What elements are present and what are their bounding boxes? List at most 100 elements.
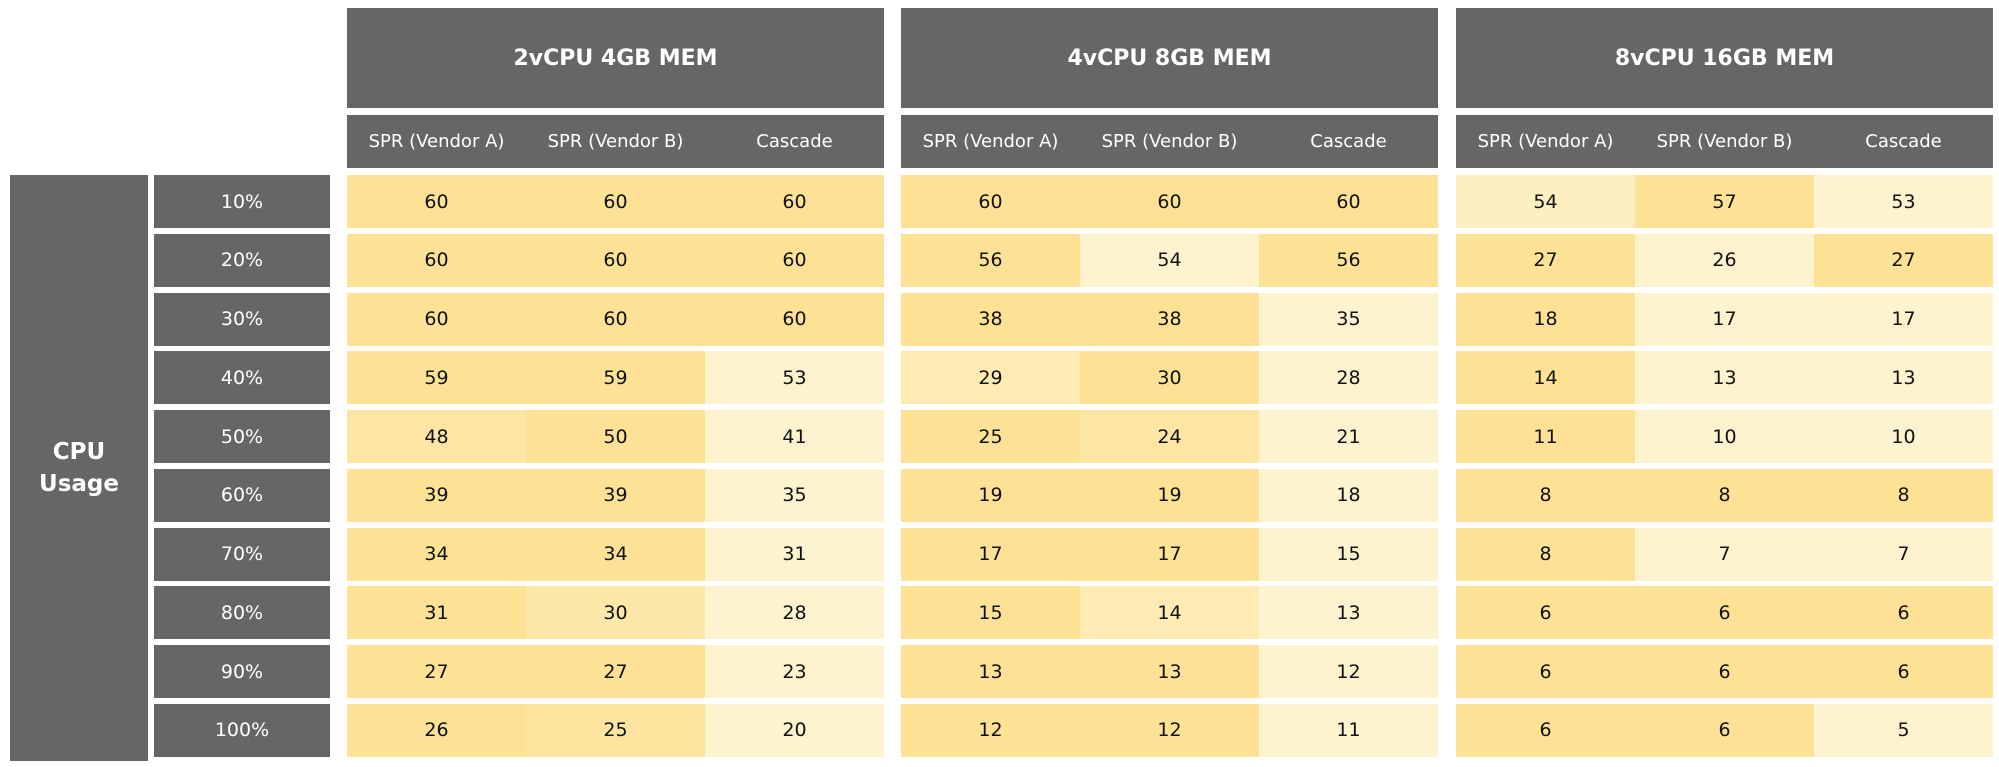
cell: 60	[1259, 175, 1438, 228]
cell: 60	[526, 233, 705, 287]
cell: 31	[347, 586, 526, 640]
cell: 56	[1259, 233, 1438, 287]
cell: 53	[1814, 175, 1993, 228]
cell: 60	[526, 175, 705, 228]
cell: 27	[1814, 233, 1993, 287]
column-header: Cascade	[756, 131, 833, 152]
cell: 28	[1259, 351, 1438, 405]
cell: 54	[1456, 175, 1635, 228]
cell: 13	[1635, 351, 1814, 405]
cell: 17	[1635, 292, 1814, 346]
group-title: 2vCPU 4GB MEM	[347, 8, 884, 108]
cell: 38	[901, 292, 1080, 346]
cell: 53	[705, 351, 884, 405]
cell: 7	[1814, 527, 1993, 581]
column-header: SPR (Vendor B)	[1101, 131, 1238, 152]
cell: 21	[1259, 410, 1438, 463]
cell: 12	[1080, 703, 1259, 757]
cell: 41	[705, 410, 884, 463]
cell: 20	[705, 703, 884, 757]
cell: 19	[1080, 468, 1259, 522]
row-label: 10%	[154, 175, 330, 228]
cell: 6	[1814, 586, 1993, 640]
cell: 35	[705, 468, 884, 522]
row-label: 30%	[154, 292, 330, 346]
cell: 60	[347, 233, 526, 287]
column-header: Cascade	[1310, 131, 1387, 152]
cell: 39	[347, 468, 526, 522]
cell: 14	[1080, 586, 1259, 640]
cell: 31	[705, 527, 884, 581]
column-header: SPR (Vendor A)	[922, 131, 1059, 152]
subheader-bar	[1456, 115, 1993, 168]
cell: 60	[705, 292, 884, 346]
cell: 13	[901, 645, 1080, 698]
cell: 60	[1080, 175, 1259, 228]
cell: 56	[901, 233, 1080, 287]
cell: 17	[901, 527, 1080, 581]
cell: 26	[347, 703, 526, 757]
cell: 60	[526, 292, 705, 346]
cell: 27	[1456, 233, 1635, 287]
row-label: 60%	[154, 468, 330, 522]
cell: 25	[901, 410, 1080, 463]
row-label: 80%	[154, 586, 330, 640]
cell: 12	[901, 703, 1080, 757]
cell: 8	[1456, 527, 1635, 581]
cell: 38	[1080, 292, 1259, 346]
cell: 27	[526, 645, 705, 698]
cell: 60	[705, 233, 884, 287]
cell: 13	[1080, 645, 1259, 698]
cell: 12	[1259, 645, 1438, 698]
cell: 17	[1814, 292, 1993, 346]
cell: 6	[1456, 645, 1635, 698]
cell: 60	[347, 292, 526, 346]
cell: 11	[1259, 703, 1438, 757]
cell: 26	[1635, 233, 1814, 287]
cell: 15	[901, 586, 1080, 640]
cell: 5	[1814, 703, 1993, 757]
cell: 59	[526, 351, 705, 405]
cell: 18	[1259, 468, 1438, 522]
cell: 7	[1635, 527, 1814, 581]
cell: 8	[1635, 468, 1814, 522]
cell: 6	[1635, 703, 1814, 757]
column-header: SPR (Vendor B)	[547, 131, 684, 152]
subheader-bar	[901, 115, 1438, 168]
cell: 48	[347, 410, 526, 463]
cell: 27	[347, 645, 526, 698]
cell: 30	[1080, 351, 1259, 405]
cell: 15	[1259, 527, 1438, 581]
cell: 18	[1456, 292, 1635, 346]
cell: 6	[1635, 586, 1814, 640]
cell: 14	[1456, 351, 1635, 405]
cell: 6	[1814, 645, 1993, 698]
column-header: Cascade	[1865, 131, 1942, 152]
cell: 24	[1080, 410, 1259, 463]
cell: 19	[901, 468, 1080, 522]
cell: 28	[705, 586, 884, 640]
row-header: CPU Usage	[10, 175, 148, 761]
cell: 60	[901, 175, 1080, 228]
cell: 11	[1456, 410, 1635, 463]
subheader-bar	[347, 115, 884, 168]
cell: 60	[705, 175, 884, 228]
cell: 54	[1080, 233, 1259, 287]
cell: 8	[1814, 468, 1993, 522]
cell: 34	[347, 527, 526, 581]
cell: 23	[705, 645, 884, 698]
cell: 39	[526, 468, 705, 522]
cell: 29	[901, 351, 1080, 405]
cell: 50	[526, 410, 705, 463]
cell: 6	[1635, 645, 1814, 698]
cell: 8	[1456, 468, 1635, 522]
cell: 25	[526, 703, 705, 757]
cell: 13	[1259, 586, 1438, 640]
row-label: 90%	[154, 645, 330, 698]
cell: 10	[1814, 410, 1993, 463]
cell: 6	[1456, 703, 1635, 757]
row-label: 50%	[154, 410, 330, 463]
row-label: 40%	[154, 351, 330, 405]
cell: 10	[1635, 410, 1814, 463]
